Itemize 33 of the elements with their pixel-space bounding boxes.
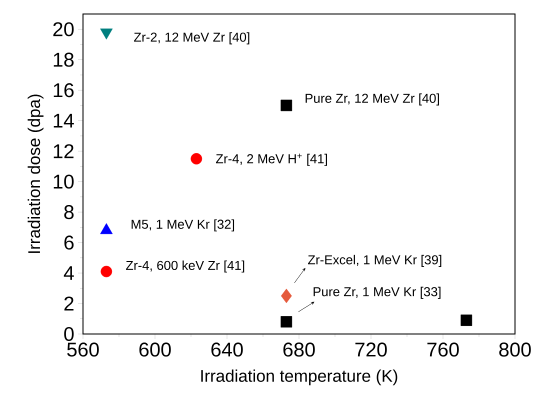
point bbox=[460, 314, 472, 326]
x-tick-label: 640 bbox=[211, 342, 243, 357]
annotation: M5, 1 MeV Kr [32] bbox=[132, 219, 234, 232]
y-tick-label: 12 bbox=[54, 144, 74, 158]
y-tick-label: 4 bbox=[64, 266, 74, 280]
x-axis-title: Irradiation temperature (K) bbox=[201, 369, 398, 386]
annotation: Zr-4, 2 MeV H$^{+}$ [41] bbox=[216, 154, 327, 166]
y-tick-label: 10 bbox=[54, 174, 74, 189]
y-axis-title: Irradiation dose (dpa) bbox=[28, 94, 44, 253]
y-tick-label: 20 bbox=[53, 22, 74, 36]
x-tick-label: 560 bbox=[67, 342, 99, 357]
x-tick-label: 760 bbox=[427, 342, 459, 357]
y-tick-label: 14 bbox=[54, 114, 74, 128]
point bbox=[280, 288, 292, 304]
y-tick-label: 0 bbox=[64, 326, 74, 342]
y-tick-label: 18 bbox=[54, 52, 74, 67]
annotation: Pure Zr, 1 MeV Kr [33] bbox=[314, 286, 440, 299]
y-tick-label: 8 bbox=[64, 205, 74, 220]
x-tick-label: 680 bbox=[283, 342, 315, 357]
annotation: Zr-Excel, 1 MeV Kr [39] bbox=[308, 254, 442, 267]
point bbox=[190, 153, 202, 164]
annotation: Zr-4, 600 keV Zr [41] bbox=[126, 260, 244, 273]
annotation: Pure Zr, 12 MeV Zr [40] bbox=[306, 93, 439, 106]
x-tick-label: 720 bbox=[355, 342, 387, 357]
y-tick-label: 6 bbox=[64, 236, 74, 250]
y-tick-label: 16 bbox=[54, 83, 74, 98]
y-tick-label: 2 bbox=[64, 296, 74, 310]
point bbox=[280, 100, 292, 112]
point bbox=[280, 316, 292, 328]
point bbox=[100, 266, 112, 278]
annotation: Zr-2, 12 MeV Zr [40] bbox=[134, 32, 250, 44]
x-tick-label: 800 bbox=[499, 342, 531, 357]
x-tick-label: 600 bbox=[139, 342, 171, 357]
